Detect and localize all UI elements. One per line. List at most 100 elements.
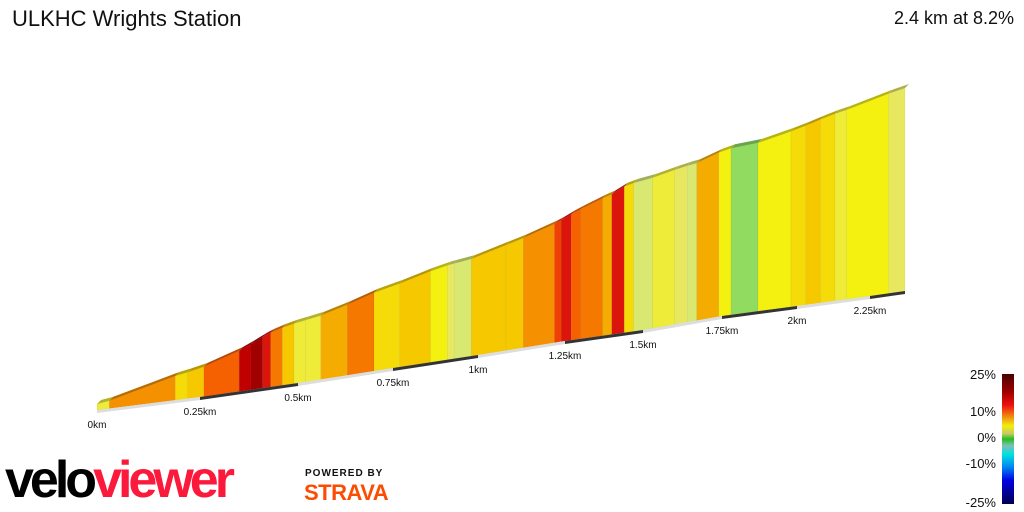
grade-segment bbox=[373, 283, 401, 372]
distance-band bbox=[97, 397, 200, 413]
segment-top-face bbox=[554, 216, 566, 224]
grade-segment bbox=[320, 304, 348, 380]
legend-label: -10% bbox=[965, 456, 996, 471]
x-tick-label: 2.25km bbox=[854, 306, 887, 317]
segment-top-face bbox=[305, 311, 325, 321]
x-tick-label: 1.25km bbox=[549, 351, 582, 362]
grade-segment bbox=[602, 193, 613, 337]
distance-band bbox=[870, 291, 905, 299]
grade-segment bbox=[470, 244, 507, 357]
grade-segment bbox=[633, 177, 653, 332]
segment-top-face bbox=[374, 279, 404, 293]
distance-band bbox=[565, 330, 643, 344]
grade-segment bbox=[757, 131, 792, 312]
segment-top-face bbox=[270, 323, 287, 333]
grade-segment bbox=[270, 327, 283, 388]
legend-label: -25% bbox=[965, 495, 996, 510]
segment-top-face bbox=[846, 89, 893, 110]
grade-segment bbox=[674, 165, 688, 325]
grade-segment bbox=[820, 113, 836, 304]
segment-top-face bbox=[471, 241, 510, 259]
grade-segment bbox=[846, 93, 889, 300]
legend-label: 25% bbox=[969, 367, 996, 382]
segment-top-face bbox=[580, 194, 607, 210]
segment-top-face bbox=[652, 165, 679, 178]
segment-top-face bbox=[505, 234, 528, 246]
segment-top-face bbox=[239, 340, 255, 351]
distance-band bbox=[200, 383, 298, 400]
grade-segment bbox=[293, 319, 306, 384]
grade-segment bbox=[430, 265, 448, 363]
grade-segment bbox=[554, 219, 562, 343]
distance-band bbox=[393, 355, 478, 371]
x-tick-label: 1.75km bbox=[706, 326, 739, 337]
segment-top-face bbox=[602, 190, 616, 199]
x-tick-label: 0.5km bbox=[284, 393, 311, 404]
segment-top-face bbox=[175, 368, 192, 377]
grade-segment bbox=[805, 119, 821, 306]
segment-top-face bbox=[611, 182, 629, 195]
grade-segment bbox=[505, 237, 524, 351]
grade-segment bbox=[447, 263, 455, 360]
grade-segment bbox=[888, 87, 906, 294]
grade-segment bbox=[250, 336, 263, 391]
segment-top-face bbox=[320, 300, 352, 316]
legend-label: 0% bbox=[977, 430, 996, 445]
segment-top-face bbox=[791, 121, 810, 132]
distance-band bbox=[478, 341, 565, 358]
grade-segment bbox=[399, 270, 431, 368]
segment-top-face bbox=[571, 205, 585, 215]
segment-top-face bbox=[758, 127, 795, 143]
grade-segment bbox=[570, 208, 581, 341]
gradient-legend-bar bbox=[1002, 374, 1014, 504]
grade-segment bbox=[790, 125, 807, 308]
grade-segment bbox=[718, 147, 732, 317]
segment-top-face bbox=[523, 219, 559, 239]
powered-by-label: POWERED BY bbox=[305, 468, 384, 479]
segment-top-face bbox=[834, 105, 851, 114]
segment-top-face bbox=[399, 267, 435, 284]
strava-logo: STRAVA bbox=[304, 480, 389, 505]
segment-top-face bbox=[347, 288, 378, 305]
segment-top-face bbox=[820, 109, 839, 120]
grade-segment bbox=[262, 332, 271, 389]
grade-segment bbox=[238, 343, 252, 392]
segment-top-face bbox=[561, 210, 576, 221]
segment-top-face bbox=[718, 144, 735, 153]
segment-top-face bbox=[97, 396, 114, 404]
x-tick-label: 0km bbox=[88, 420, 107, 431]
grade-segment bbox=[696, 152, 720, 321]
x-tick-label: 1km bbox=[469, 365, 488, 376]
distance-band bbox=[298, 368, 393, 386]
x-tick-label: 0.25km bbox=[184, 407, 217, 418]
grade-segment bbox=[624, 182, 634, 333]
segment-top-face bbox=[674, 161, 692, 170]
segment-top-face bbox=[633, 173, 657, 183]
segment-top-face bbox=[294, 316, 310, 324]
grade-segment bbox=[282, 323, 295, 386]
segment-top-face bbox=[447, 259, 459, 266]
x-tick-label: 1.5km bbox=[629, 340, 656, 351]
grade-segment bbox=[453, 258, 472, 359]
distance-band bbox=[643, 316, 722, 333]
grade-segment bbox=[561, 213, 572, 342]
segment-top-face bbox=[805, 115, 825, 126]
segment-top-face bbox=[696, 148, 723, 164]
grade-segment bbox=[187, 366, 205, 399]
segment-top-face bbox=[282, 319, 299, 328]
grade-segment bbox=[686, 162, 697, 323]
segment-top-face bbox=[624, 178, 638, 187]
segment-top-face bbox=[888, 84, 909, 94]
segment-top-face bbox=[687, 159, 701, 166]
legend-label: 10% bbox=[969, 404, 996, 419]
grade-segment bbox=[305, 315, 322, 383]
x-tick-label: 2km bbox=[788, 316, 807, 327]
grade-segment bbox=[730, 142, 759, 316]
climb-summary: 2.4 km at 8.2% bbox=[893, 8, 1014, 28]
segment-top-face bbox=[187, 362, 208, 373]
page-title: ULKHC Wrights Station bbox=[12, 6, 242, 31]
distance-band bbox=[797, 296, 870, 309]
grade-segment bbox=[347, 292, 375, 376]
grade-segment bbox=[175, 371, 188, 401]
